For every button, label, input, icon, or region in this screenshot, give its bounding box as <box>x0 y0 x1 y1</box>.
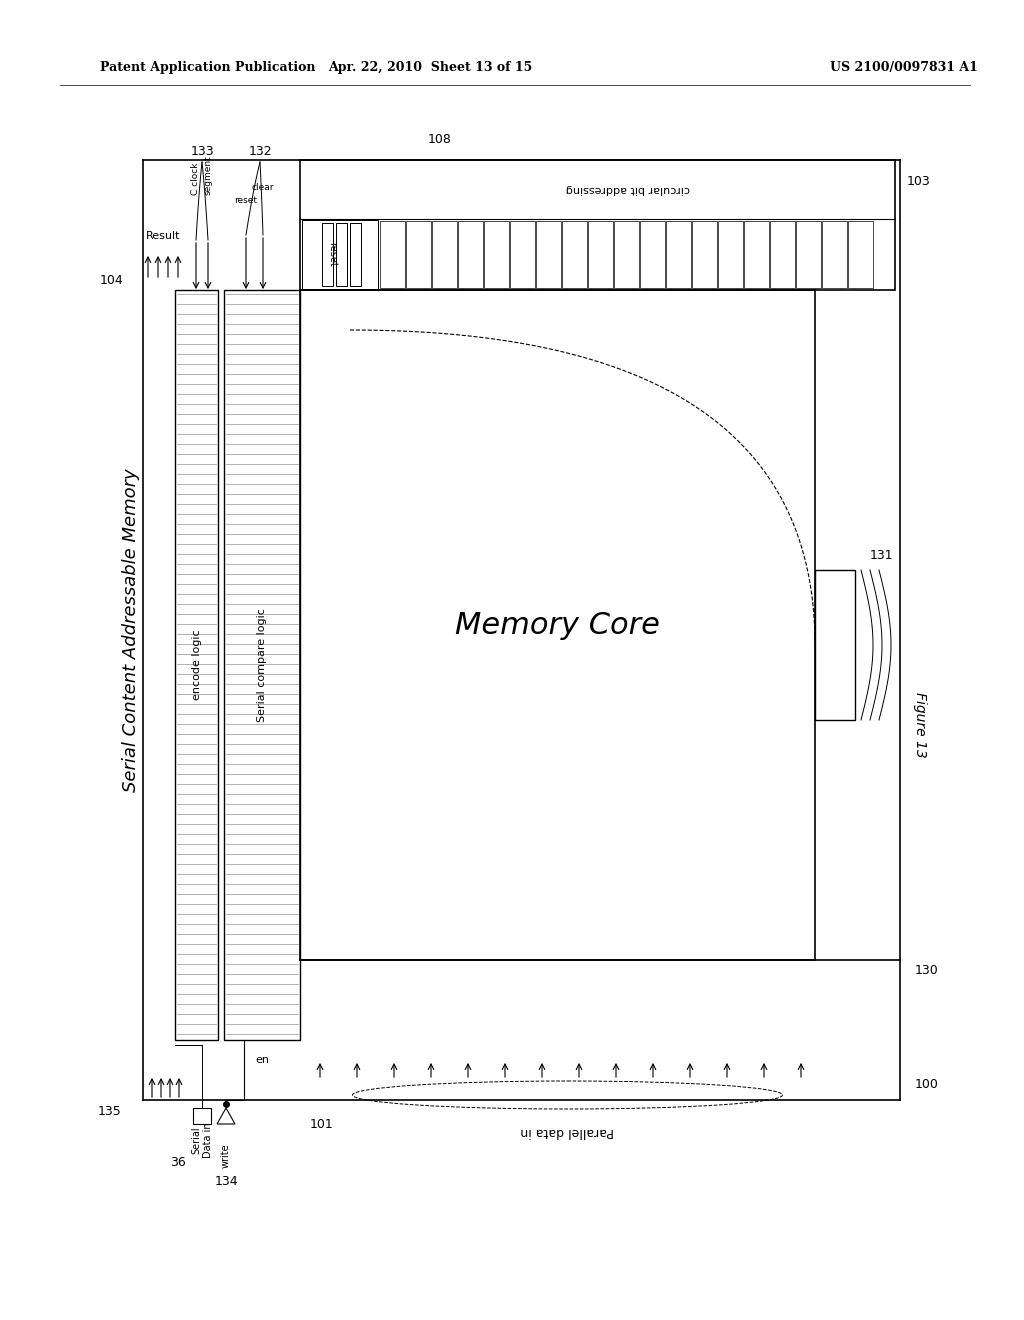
Text: Serial Content Addressable Memory: Serial Content Addressable Memory <box>122 469 140 792</box>
Bar <box>588 220 613 288</box>
Text: 104: 104 <box>99 273 123 286</box>
Bar <box>302 219 378 289</box>
Bar <box>484 220 509 288</box>
Bar <box>692 220 717 288</box>
Text: en: en <box>255 1055 269 1065</box>
Bar <box>815 570 855 719</box>
Bar <box>744 220 769 288</box>
Text: 101: 101 <box>310 1118 334 1131</box>
Bar <box>822 220 847 288</box>
Text: 103: 103 <box>907 176 931 187</box>
Bar <box>350 223 361 286</box>
Text: 132: 132 <box>248 145 271 158</box>
Text: 131: 131 <box>870 549 894 562</box>
Text: Memory Core: Memory Core <box>455 610 659 639</box>
Bar <box>666 220 691 288</box>
Text: 36: 36 <box>170 1156 186 1170</box>
Bar <box>770 220 795 288</box>
Text: 100: 100 <box>915 1078 939 1092</box>
Bar <box>796 220 821 288</box>
Bar <box>175 290 218 1040</box>
Text: reset: reset <box>234 195 257 205</box>
Text: Apr. 22, 2010  Sheet 13 of 15: Apr. 22, 2010 Sheet 13 of 15 <box>328 62 532 74</box>
Bar <box>848 220 873 288</box>
Bar <box>536 220 561 288</box>
Text: 133: 133 <box>190 145 214 158</box>
Bar <box>640 220 665 288</box>
Text: 130: 130 <box>915 964 939 977</box>
Bar <box>406 220 431 288</box>
Bar <box>224 290 300 1040</box>
Bar <box>336 223 347 286</box>
Text: circular bit addressing: circular bit addressing <box>565 185 689 194</box>
Text: Patent Application Publication: Patent Application Publication <box>100 62 315 74</box>
Bar <box>432 220 457 288</box>
Bar <box>300 290 815 960</box>
Text: segment: segment <box>204 156 213 195</box>
Bar <box>300 160 895 290</box>
Text: encode logic: encode logic <box>191 630 202 701</box>
Bar <box>322 223 333 286</box>
Text: Serial compare logic: Serial compare logic <box>257 609 267 722</box>
Text: 134: 134 <box>214 1175 238 1188</box>
Text: write: write <box>221 1143 231 1168</box>
Bar <box>562 220 587 288</box>
Text: Figure 13: Figure 13 <box>913 692 927 758</box>
Bar <box>614 220 639 288</box>
Bar <box>718 220 743 288</box>
Bar <box>510 220 535 288</box>
Text: 108: 108 <box>428 133 452 147</box>
Text: US 2100/0097831 A1: US 2100/0097831 A1 <box>830 62 978 74</box>
Bar <box>193 1107 211 1125</box>
Polygon shape <box>217 1107 234 1125</box>
Text: Parallel data in: Parallel data in <box>520 1125 614 1138</box>
Text: C clock: C clock <box>191 162 201 195</box>
Text: Result: Result <box>145 231 180 242</box>
Bar <box>458 220 483 288</box>
Text: clear: clear <box>252 183 274 191</box>
Text: reset: reset <box>327 242 337 267</box>
Bar <box>380 220 406 288</box>
Text: Serial
Data in: Serial Data in <box>191 1122 213 1158</box>
Text: 135: 135 <box>97 1105 121 1118</box>
